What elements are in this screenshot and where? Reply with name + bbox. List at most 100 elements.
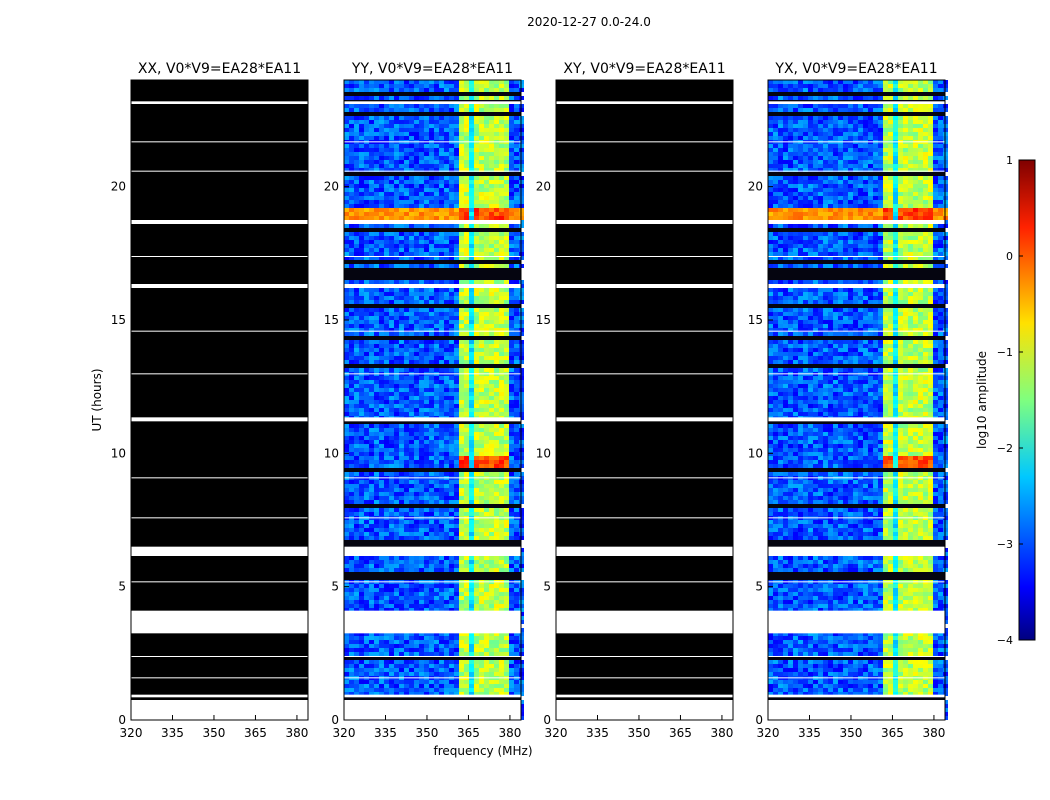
heatmap-cell [514, 488, 519, 492]
heatmap-cell [434, 652, 439, 656]
heatmap-cell [449, 592, 454, 596]
heatmap-cell [504, 680, 509, 684]
heatmap-cell [489, 436, 494, 440]
heatmap-cell [434, 684, 439, 688]
heatmap-cell [379, 240, 384, 244]
heatmap-cell [449, 192, 454, 196]
heatmap-cell [399, 608, 404, 612]
heatmap-cell [409, 588, 414, 592]
heatmap-cell [489, 332, 494, 336]
heatmap-cell [509, 604, 514, 608]
heatmap-cell [469, 340, 474, 344]
heatmap-cell [404, 524, 409, 528]
heatmap-cell [359, 88, 364, 92]
heatmap-cell [369, 352, 374, 356]
heatmap-cell [419, 688, 424, 692]
heatmap-cell [454, 264, 459, 268]
heatmap-cell [509, 424, 514, 428]
heatmap-cell [484, 236, 489, 240]
heatmap-cell [374, 556, 379, 560]
heatmap-cell [369, 156, 374, 160]
heatmap-cell [444, 560, 449, 564]
heatmap-cell [379, 688, 384, 692]
heatmap-cell [464, 400, 469, 404]
heatmap-cell [409, 124, 414, 128]
heatmap-cell [349, 168, 354, 172]
heatmap-cell [384, 640, 389, 644]
heatmap-cell [439, 688, 444, 692]
heatmap-cell [359, 488, 364, 492]
heatmap-cell [369, 152, 374, 156]
heatmap-cell [429, 484, 434, 488]
heatmap-cell [409, 128, 414, 132]
heatmap-cell [384, 80, 389, 84]
heatmap-cell [454, 560, 459, 564]
heatmap-cell [414, 308, 419, 312]
heatmap-cell [439, 408, 444, 412]
heatmap-cell [464, 448, 469, 452]
heatmap-cell [459, 148, 464, 152]
heatmap-cell [509, 352, 514, 356]
heatmap-cell [374, 636, 379, 640]
heatmap-cell [444, 692, 449, 696]
heatmap-cell [409, 636, 414, 640]
heatmap-cell [449, 332, 454, 336]
heatmap-cell [424, 644, 429, 648]
heatmap-cell [414, 528, 419, 532]
heatmap-cell [514, 456, 519, 460]
heatmap-cell [379, 484, 384, 488]
heatmap-cell [429, 636, 434, 640]
heatmap-cell [419, 152, 424, 156]
flagged-line [131, 256, 308, 257]
heatmap-cell [439, 208, 444, 212]
heatmap-cell [459, 488, 464, 492]
heatmap-cell [469, 396, 474, 400]
heatmap-cell [454, 292, 459, 296]
heatmap-cell [464, 524, 469, 528]
heatmap-cell [494, 344, 499, 348]
heatmap-cell [494, 652, 499, 656]
heatmap-cell [459, 688, 464, 692]
heatmap-cell [409, 604, 414, 608]
heatmap-cell [399, 240, 404, 244]
heatmap-cell [409, 168, 414, 172]
heatmap-cell [474, 356, 479, 360]
heatmap-cell [409, 192, 414, 196]
heatmap-cell [344, 560, 349, 564]
heatmap-cell [399, 480, 404, 484]
heatmap-cell [384, 88, 389, 92]
heatmap-cell [484, 432, 489, 436]
heatmap-cell [374, 432, 379, 436]
heatmap-cell [409, 428, 414, 432]
heatmap-cell [444, 216, 449, 220]
heatmap-cell [364, 216, 369, 220]
heatmap-cell [479, 376, 484, 380]
heatmap-cell [414, 400, 419, 404]
heatmap-cell [419, 560, 424, 564]
heatmap-cell [429, 508, 434, 512]
heatmap-cell [369, 356, 374, 360]
heatmap-cell [459, 216, 464, 220]
heatmap-cell [344, 660, 349, 664]
heatmap-cell [499, 484, 504, 488]
heatmap-cell [429, 396, 434, 400]
heatmap-cell [469, 292, 474, 296]
heatmap-cell [374, 588, 379, 592]
heatmap-cell [369, 360, 374, 364]
heatmap-cell [344, 644, 349, 648]
heatmap-cell [449, 312, 454, 316]
heatmap-cell [384, 152, 389, 156]
heatmap-cell [409, 592, 414, 596]
heatmap-cell [349, 148, 354, 152]
heatmap-cell [369, 556, 374, 560]
heatmap-cell [459, 196, 464, 200]
heatmap-cell [404, 536, 409, 540]
heatmap-cell [449, 136, 454, 140]
heatmap-cell [429, 340, 434, 344]
heatmap-cell [414, 672, 419, 676]
heatmap-cell [474, 648, 479, 652]
heatmap-cell [429, 224, 434, 228]
heatmap-cell [379, 440, 384, 444]
heatmap-cell [464, 592, 469, 596]
heatmap-cell [489, 88, 494, 92]
